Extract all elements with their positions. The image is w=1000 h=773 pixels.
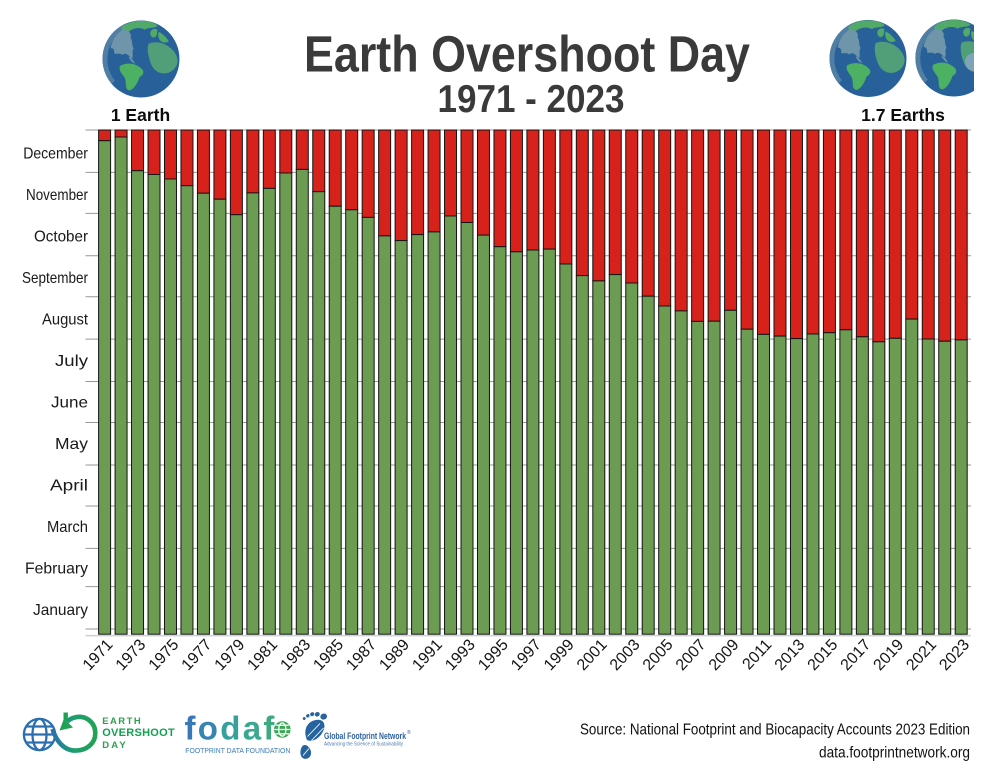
svg-text:1 Earth: 1 Earth — [111, 105, 170, 125]
svg-text:1971 - 2023: 1971 - 2023 — [438, 78, 625, 121]
svg-text:Global Footprint Network: Global Footprint Network — [324, 731, 407, 741]
svg-text:July: July — [55, 353, 88, 370]
svg-text:November: November — [26, 187, 89, 204]
svg-text:June: June — [51, 395, 88, 412]
svg-text:Source: National Footprint and: Source: National Footprint and Biocapaci… — [580, 722, 970, 739]
svg-text:September: September — [22, 270, 89, 287]
svg-text:May: May — [55, 436, 88, 453]
svg-text:OVERSHOOT: OVERSHOOT — [102, 727, 175, 739]
svg-text:FOOTPRINT DATA FOUNDATION: FOOTPRINT DATA FOUNDATION — [185, 746, 290, 755]
svg-text:®: ® — [407, 729, 411, 736]
svg-text:October: October — [34, 229, 89, 246]
svg-text:fodaf: fodaf — [185, 710, 277, 747]
svg-text:DAY: DAY — [102, 740, 126, 751]
svg-text:Earth Overshoot Day: Earth Overshoot Day — [304, 26, 751, 83]
svg-text:1.7 Earths: 1.7 Earths — [861, 105, 945, 125]
svg-text:EARTH: EARTH — [102, 716, 141, 727]
svg-text:August: August — [42, 312, 89, 329]
svg-text:March: March — [47, 519, 88, 536]
svg-text:January: January — [33, 602, 88, 619]
svg-text:February: February — [25, 561, 88, 578]
svg-text:data.footprintnetwork.org: data.footprintnetwork.org — [819, 745, 970, 762]
svg-text:April: April — [50, 478, 88, 495]
svg-text:Advancing the Science of Susta: Advancing the Science of Sustainability — [324, 742, 403, 748]
svg-text:December: December — [23, 146, 88, 163]
